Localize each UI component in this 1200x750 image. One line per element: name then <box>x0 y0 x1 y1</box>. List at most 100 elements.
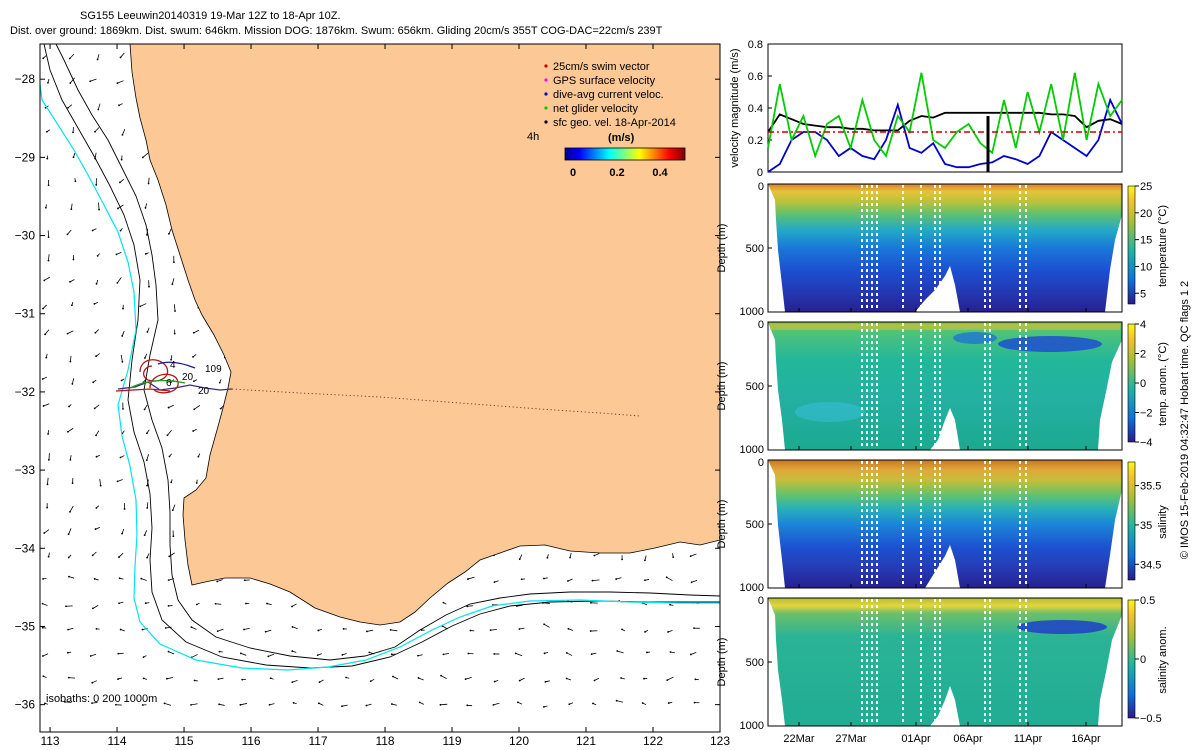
salinity-panel <box>767 459 1123 589</box>
velocity-arrow-head <box>245 602 247 605</box>
lat-tick-label: −30 <box>15 229 36 243</box>
velocity-arrow-head <box>192 356 194 358</box>
velocity-arrow <box>42 653 49 657</box>
velocity-arrow-head <box>123 508 126 510</box>
velocity-arrow-head <box>214 602 217 605</box>
velocity-arrow <box>543 623 550 628</box>
velocity-arrow-head <box>217 678 220 681</box>
colorbar-tick-label: 35.5 <box>1140 481 1161 493</box>
velocity-arrow-head <box>467 578 469 580</box>
velocity-arrow-head <box>168 555 171 558</box>
depth-tick-label: 1000 <box>740 720 764 732</box>
velocity-arrow-head <box>66 233 69 236</box>
velocity-arrow-head <box>567 627 570 630</box>
velocity-arrow-head <box>389 628 392 631</box>
velocity-arrow <box>366 629 374 632</box>
velocity-arrow-head <box>544 680 547 683</box>
velocity-arrow-head <box>46 483 49 486</box>
velocity-arrow-head <box>119 181 121 184</box>
velocity-arrow-head <box>239 652 242 655</box>
velocity-arrow-head <box>291 650 294 652</box>
velocity-arrow <box>168 404 175 408</box>
velocity-arrow-head <box>341 705 343 708</box>
velocity-arrow-head <box>68 575 70 578</box>
velocity-arrow-head <box>139 305 142 308</box>
velocity-arrow-head <box>143 534 146 537</box>
velocity-arrow-head <box>68 57 71 60</box>
velocity-arrow-head <box>146 484 148 487</box>
velocity-arrow-head <box>118 104 120 107</box>
velocity-arrow-head <box>466 704 469 707</box>
colorbar-tick-label: −4 <box>1140 437 1153 449</box>
velocity-arrow-head <box>121 133 124 136</box>
legend-gps-marker <box>544 78 548 82</box>
velocity-arrow-head <box>95 183 98 186</box>
velocity-arrow-head <box>518 679 521 682</box>
velocity-arrow-head <box>67 106 69 109</box>
colorbar-tick-label: 5 <box>1140 288 1146 300</box>
velocity-arrow-head <box>173 332 176 335</box>
velocity-arrow <box>94 404 100 409</box>
velocity-arrow <box>97 103 101 110</box>
velocity-arrow-head <box>47 555 50 558</box>
velocity-arrow-head <box>46 130 48 133</box>
velocity-arrow <box>418 677 424 681</box>
time-tick-label: 27Mar <box>835 733 867 745</box>
lon-tick-label: 118 <box>375 734 394 748</box>
velocity-arrow-head <box>689 653 692 656</box>
velocity-arrow-head <box>616 650 619 652</box>
velocity-arrow-head <box>118 556 120 558</box>
legend-swim-vector: 25cm/s swim vector <box>553 61 650 73</box>
velocity-arrow-head <box>369 680 372 683</box>
velocity-arrow-head <box>70 304 73 307</box>
velocity-arrow <box>172 504 176 511</box>
temperature-panel <box>767 183 1123 313</box>
glider-track-eastward <box>231 388 641 417</box>
velocity-arrow <box>667 676 674 681</box>
velocity-arrow-head <box>43 279 46 282</box>
legend-note: 4h <box>527 131 539 143</box>
lon-tick-label: 115 <box>174 734 193 748</box>
velocity-arrow <box>43 403 50 407</box>
glider-track-loops <box>115 359 233 394</box>
velocity-arrow-head <box>141 628 144 631</box>
salinity-colorbar <box>1127 461 1136 581</box>
velocity-arrow-head <box>115 253 118 256</box>
velocity-arrow-head <box>42 405 45 407</box>
velocity-arrow <box>95 430 100 436</box>
velocity-panel: 0 0.2 0.4 0.6 0.8 velocity magnitude (m/s) <box>729 39 1123 179</box>
velocity-arrow-head <box>69 281 71 283</box>
velocity-arrow-head <box>118 602 120 605</box>
colorbar-tick-label: 10 <box>1140 261 1152 273</box>
velocity-arrow-head <box>493 680 496 683</box>
velocity-arrow-head <box>93 577 96 580</box>
velocity-arrow <box>148 177 150 184</box>
velocity-arrow-head <box>47 259 50 262</box>
velocity-arrow <box>48 453 50 460</box>
lat-tick-label: −35 <box>15 619 36 633</box>
velocity-arrow-head <box>47 236 50 239</box>
velocity-arrow-head <box>119 229 122 232</box>
velocity-arrow-head <box>42 57 45 60</box>
lon-tick-label: 114 <box>107 734 126 748</box>
velocity-arrow-head <box>169 381 172 384</box>
velocity-arrow-head <box>543 652 546 655</box>
velocity-arrow <box>67 229 72 235</box>
velocity-arrow <box>440 675 447 679</box>
velocity-arrow-head <box>74 180 77 183</box>
map-legend: 25cm/s swim vector GPS surface velocity … <box>527 61 686 179</box>
velocity-arrow-head <box>219 407 222 410</box>
velocity-arrow <box>219 703 225 706</box>
velocity-arrow <box>67 427 74 433</box>
velocity-arrow-head <box>567 580 569 582</box>
velocity-arrow <box>117 204 124 209</box>
legend-dive-avg-current: dive-avg current veloc. <box>553 89 664 101</box>
salinity-anomaly-panel <box>767 597 1123 727</box>
legend-geo-marker <box>544 120 548 124</box>
velocity-arrow-head <box>116 82 119 85</box>
velocity-arrow <box>443 653 449 655</box>
velocity-arrow-head <box>489 629 492 632</box>
velocity-arrow-head <box>341 653 344 656</box>
velocity-arrow <box>120 354 123 362</box>
velocity-arrow-head <box>146 506 149 509</box>
